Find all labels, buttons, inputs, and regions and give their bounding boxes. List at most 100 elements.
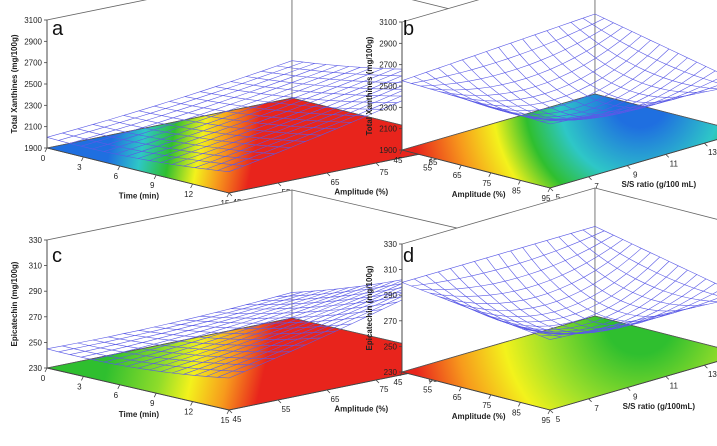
y-tick-label: 9 [633, 393, 638, 402]
y-tick-mark [228, 192, 233, 197]
x-tick-label: 12 [184, 190, 193, 199]
mesh-line [558, 26, 707, 93]
mesh-line [546, 240, 695, 312]
z-tick-label: 250 [384, 342, 398, 351]
x-tick-mark [81, 376, 84, 381]
mesh-line [200, 309, 383, 319]
mesh-line [558, 236, 707, 306]
y-tick-label: 13 [708, 370, 717, 379]
mesh-line [570, 233, 717, 302]
response-surface-mesh [46, 60, 475, 172]
y-axis-title: S/S ratio (g/100mL) [623, 402, 696, 411]
y-tick-label: 11 [670, 381, 679, 390]
x-axis-line [46, 147, 230, 194]
y-tick-mark [277, 182, 282, 187]
x-tick-mark [399, 371, 403, 377]
mesh-line [183, 274, 429, 375]
z-tick-label: 230 [29, 364, 43, 373]
y-axis-title: S/S ratio (g/100 mL) [622, 180, 697, 189]
y-tick-mark [277, 399, 282, 404]
z-tick-label: 3100 [379, 18, 397, 27]
x-tick-label: 45 [394, 156, 403, 165]
y-tick-label: 11 [670, 159, 679, 168]
z-tick-label: 2700 [379, 61, 397, 70]
x-tick-label: 85 [512, 186, 521, 195]
z-tick-label: 2900 [379, 39, 397, 48]
y-axis-title: Amplitude (%) [334, 405, 388, 414]
response-surface-mesh [401, 226, 717, 340]
y-tick-mark [626, 387, 631, 391]
y-tick-mark [375, 162, 380, 167]
y-tick-label: 7 [594, 182, 599, 191]
mesh-line [540, 298, 717, 337]
x-tick-label: 6 [114, 391, 119, 400]
y-axis-line [549, 139, 717, 189]
panel-letter: b [403, 18, 414, 40]
x-tick-label: 0 [41, 154, 46, 163]
y-tick-label: 45 [233, 415, 242, 424]
x-axis-title: Time (min) [119, 191, 160, 200]
x-tick-label: 15 [221, 416, 230, 425]
y-tick-label: 55 [282, 405, 291, 414]
x-tick-mark [518, 402, 521, 407]
y-axis-line [549, 361, 717, 411]
mesh-line [582, 229, 717, 296]
x-tick-label: 95 [542, 416, 551, 425]
panel-letter: c [52, 245, 62, 267]
mesh-line [246, 76, 429, 90]
x-axis-title: Time (min) [119, 410, 160, 419]
mesh-line [594, 226, 717, 285]
y-tick-label: 5 [556, 415, 561, 424]
x-tick-mark [547, 187, 551, 193]
y-tick-label: 5 [556, 193, 561, 202]
mesh-line [246, 286, 429, 306]
y-tick-mark [626, 165, 631, 169]
z-tick-label: 2300 [24, 101, 42, 110]
mesh-line [169, 101, 352, 123]
z-tick-label: 250 [29, 338, 43, 347]
y-tick-label: 9 [633, 171, 638, 180]
x-tick-label: 6 [114, 172, 119, 181]
x-tick-label: 55 [423, 164, 432, 173]
mesh-line [172, 276, 418, 374]
mesh-line [200, 91, 383, 110]
x-tick-mark [429, 157, 432, 162]
z-tick-label: 2100 [24, 123, 42, 132]
mesh-line [172, 69, 418, 165]
z-tick-label: 2100 [379, 125, 397, 134]
x-tick-mark [488, 172, 492, 177]
mesh-line [485, 265, 679, 330]
x-tick-mark [429, 379, 432, 384]
x-tick-label: 0 [41, 374, 46, 383]
mesh-line [160, 68, 406, 163]
x-tick-mark [190, 183, 193, 189]
mesh-line [570, 22, 717, 90]
z-tick-label: 1900 [24, 144, 42, 153]
x-tick-mark [547, 409, 551, 415]
y-tick-label: 65 [331, 178, 340, 187]
mesh-line [149, 68, 395, 161]
mesh-line [534, 243, 683, 317]
x-tick-label: 75 [482, 401, 491, 410]
z-tick-label: 290 [29, 287, 43, 296]
y-tick-label: 7 [594, 404, 599, 413]
mesh-line [582, 17, 717, 84]
mesh-line [194, 69, 441, 168]
z-axis-title: Epicatechin (mg/100g) [365, 265, 374, 350]
x-tick-label: 9 [150, 181, 155, 190]
x-tick-label: 3 [77, 382, 82, 391]
mesh-line [230, 81, 413, 97]
y-tick-mark [326, 389, 331, 394]
x-axis-title: Amplitude (%) [452, 190, 506, 199]
mesh-line [540, 85, 717, 122]
z-tick-label: 230 [384, 368, 398, 377]
z-tick-label: 2900 [24, 37, 42, 46]
mesh-line [215, 86, 398, 103]
x-axis-line [46, 367, 230, 411]
x-tick-label: 85 [512, 408, 521, 417]
z-tick-label: 270 [384, 317, 398, 326]
y-tick-label: 75 [380, 168, 389, 177]
x-axis-line [401, 149, 551, 189]
z-tick-label: 270 [29, 313, 43, 322]
